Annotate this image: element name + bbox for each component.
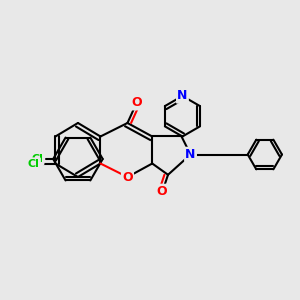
Text: N: N: [185, 148, 196, 161]
Text: Cl: Cl: [28, 158, 40, 169]
Text: O: O: [156, 185, 166, 198]
Text: O: O: [122, 170, 133, 184]
Text: O: O: [131, 96, 142, 109]
Text: N: N: [177, 89, 188, 103]
Text: Cl: Cl: [32, 154, 44, 164]
